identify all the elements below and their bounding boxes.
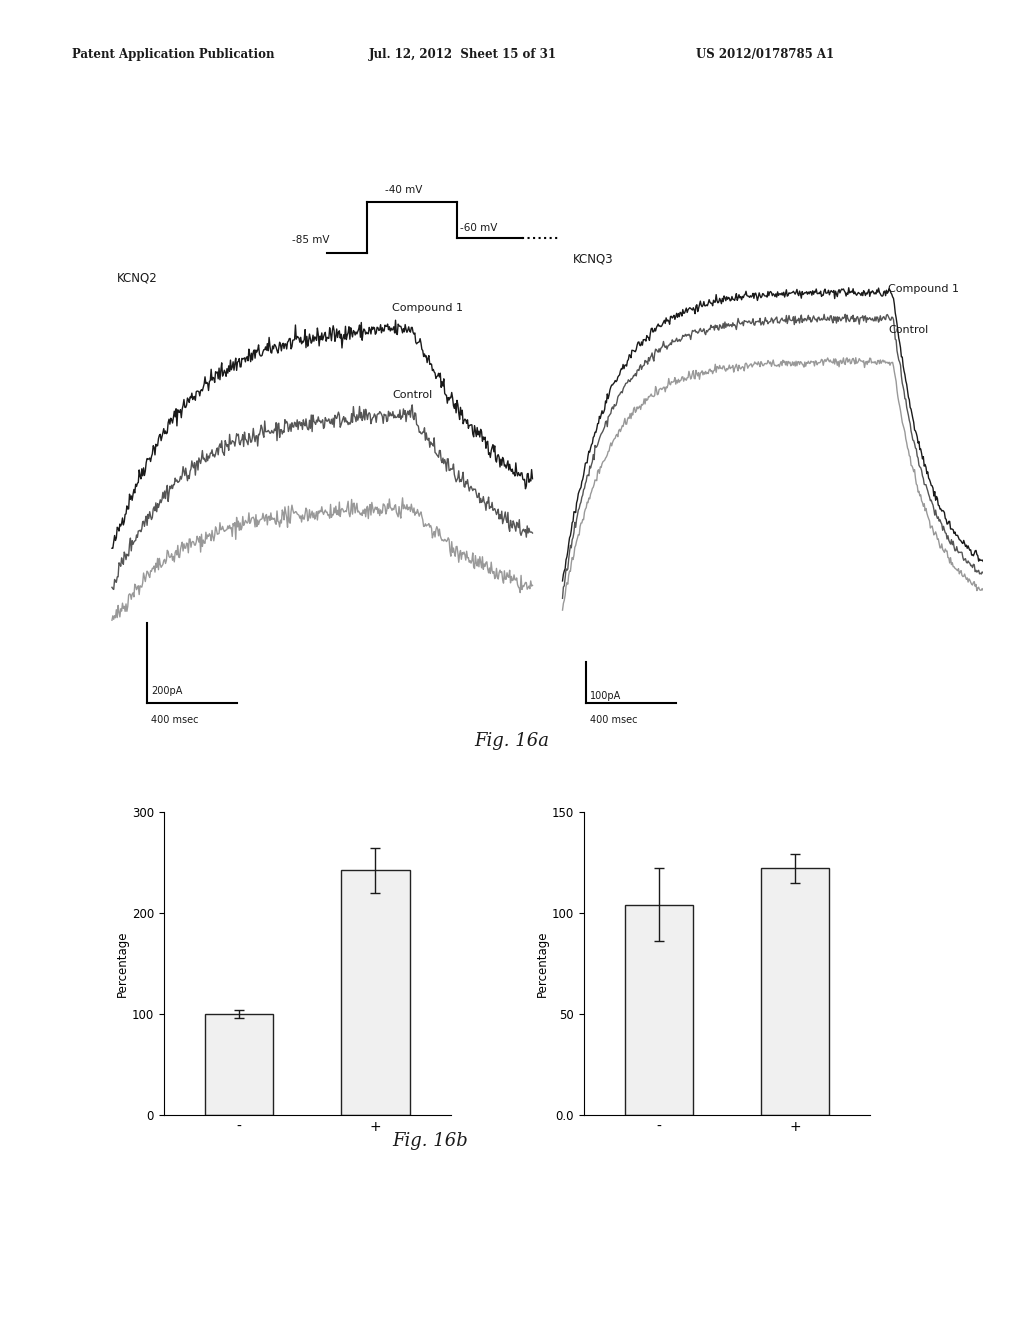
Text: Jul. 12, 2012  Sheet 15 of 31: Jul. 12, 2012 Sheet 15 of 31 — [369, 48, 557, 61]
Text: KCNQ2: KCNQ2 — [117, 272, 158, 285]
Y-axis label: Percentage: Percentage — [116, 931, 129, 997]
Text: -60 mV: -60 mV — [461, 223, 498, 234]
Bar — [625, 906, 693, 1115]
Text: Control: Control — [888, 325, 928, 335]
Text: 400 msec: 400 msec — [151, 715, 199, 725]
Y-axis label: Percentage: Percentage — [536, 931, 549, 997]
Text: -40 mV: -40 mV — [385, 185, 423, 195]
Text: -85 mV: -85 mV — [292, 235, 330, 244]
Text: Compound 1: Compound 1 — [392, 302, 463, 313]
Bar — [205, 1014, 273, 1115]
Bar — [761, 869, 829, 1115]
Text: Compound 1: Compound 1 — [888, 284, 958, 294]
Text: 100pA: 100pA — [590, 690, 621, 701]
Text: Fig. 16b: Fig. 16b — [392, 1131, 468, 1150]
Text: Fig. 16a: Fig. 16a — [474, 731, 550, 750]
Bar — [341, 870, 410, 1115]
Text: Control: Control — [392, 389, 432, 400]
Text: US 2012/0178785 A1: US 2012/0178785 A1 — [696, 48, 835, 61]
Text: 200pA: 200pA — [151, 686, 182, 696]
Text: Patent Application Publication: Patent Application Publication — [72, 48, 274, 61]
Text: KCNQ3: KCNQ3 — [572, 253, 613, 265]
Text: 400 msec: 400 msec — [590, 715, 637, 725]
